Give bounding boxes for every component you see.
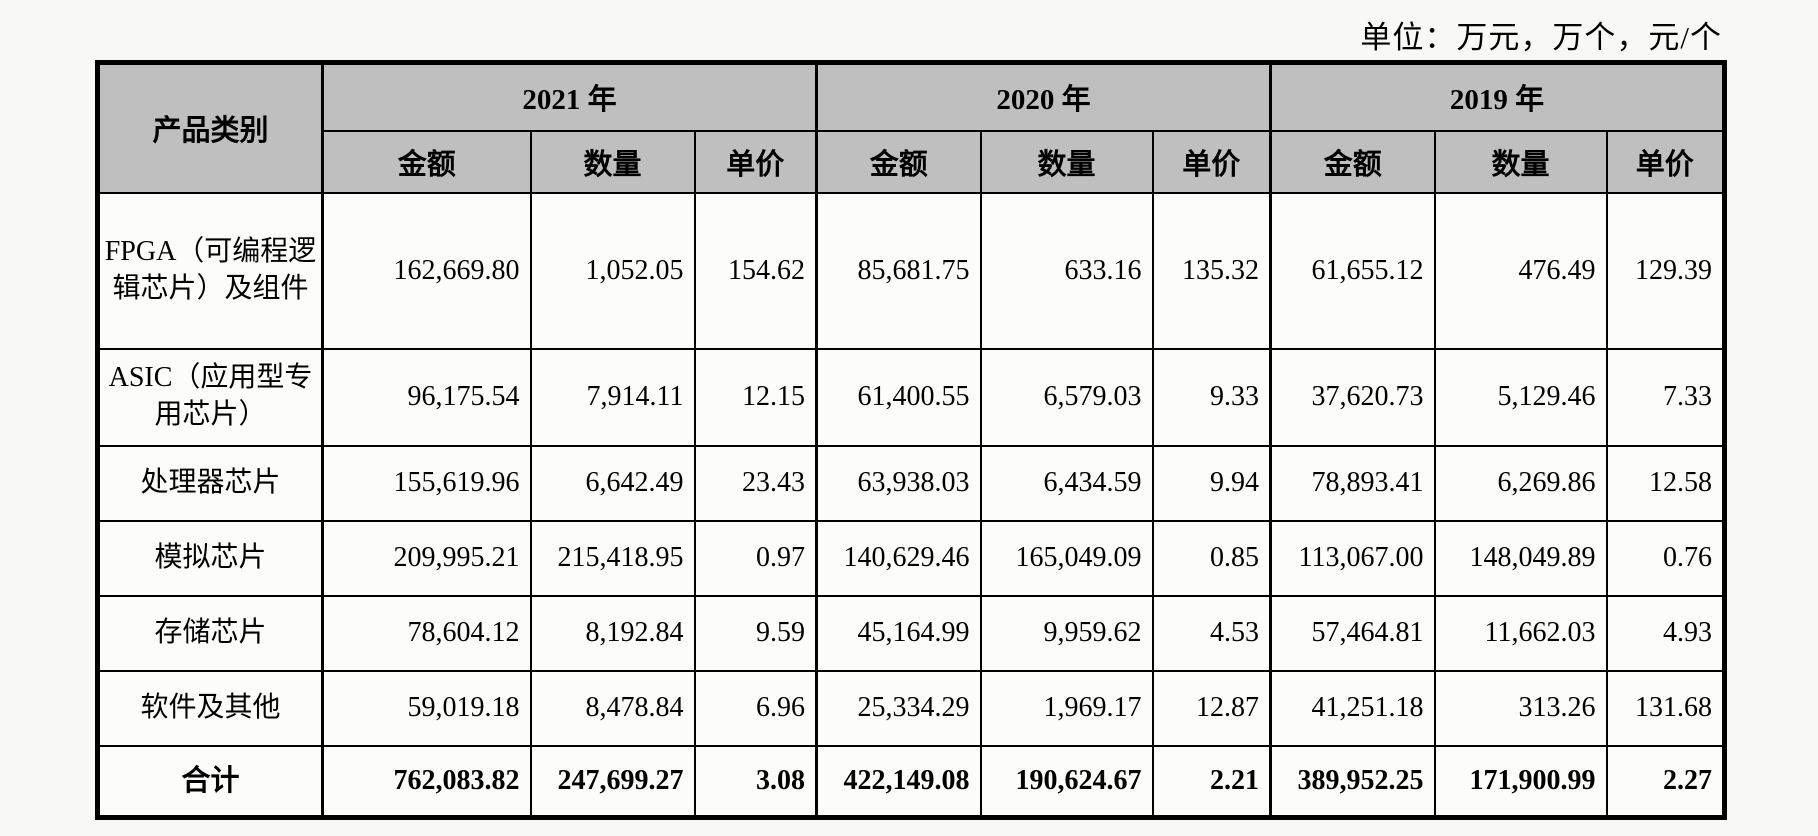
product-sales-table: 产品类别 2021 年 2020 年 2019 年 金额 数量 单价 金额 数量… (95, 60, 1728, 820)
cell-value: 6,642.49 (529, 444, 696, 522)
cell-value: 4.93 (1605, 594, 1726, 672)
cell-value: 57,464.81 (1269, 594, 1436, 672)
cell-value: 12.15 (693, 347, 818, 447)
header-row-years: 产品类别 2021 年 2020 年 2019 年 (96, 61, 1726, 194)
row-category: 处理器芯片 (96, 444, 324, 522)
cell-value: 422,149.08 (815, 744, 982, 819)
header-2020-unit-price: 单价 (1151, 129, 1272, 194)
cell-value: 209,995.21 (321, 519, 532, 597)
cell-value: 633.16 (979, 191, 1154, 350)
cell-value: 7,914.11 (529, 347, 696, 447)
cell-value: 762,083.82 (321, 744, 532, 819)
cell-value: 4.53 (1151, 594, 1272, 672)
cell-value: 8,192.84 (529, 594, 696, 672)
row-category: 软件及其他 (96, 669, 324, 747)
header-year-2020: 2020 年 (815, 61, 1272, 132)
header-year-2021: 2021 年 (321, 61, 818, 132)
cell-value: 78,604.12 (321, 594, 532, 672)
cell-value: 9.59 (693, 594, 818, 672)
cell-value: 154.62 (693, 191, 818, 350)
cell-value: 6,579.03 (979, 347, 1154, 447)
header-2019-unit-price: 单价 (1605, 129, 1726, 194)
cell-value: 41,251.18 (1269, 669, 1436, 747)
cell-value: 148,049.89 (1433, 519, 1608, 597)
table-row-memory-chips: 存储芯片 78,604.12 8,192.84 9.59 45,164.99 9… (96, 594, 1726, 672)
cell-value: 11,662.03 (1433, 594, 1608, 672)
cell-value: 45,164.99 (815, 594, 982, 672)
cell-value: 190,624.67 (979, 744, 1154, 819)
cell-value: 5,129.46 (1433, 347, 1608, 447)
cell-value: 96,175.54 (321, 347, 532, 447)
cell-value: 78,893.41 (1269, 444, 1436, 522)
cell-value: 61,400.55 (815, 347, 982, 447)
cell-value: 8,478.84 (529, 669, 696, 747)
cell-value: 61,655.12 (1269, 191, 1436, 350)
header-2021-unit-price: 单价 (693, 129, 818, 194)
cell-value: 1,969.17 (979, 669, 1154, 747)
header-2020-quantity: 数量 (979, 129, 1154, 194)
cell-value: 2.21 (1151, 744, 1272, 819)
cell-value: 7.33 (1605, 347, 1726, 447)
header-2020-amount: 金额 (815, 129, 982, 194)
cell-value: 0.76 (1605, 519, 1726, 597)
cell-value: 12.58 (1605, 444, 1726, 522)
cell-value: 9,959.62 (979, 594, 1154, 672)
cell-value: 155,619.96 (321, 444, 532, 522)
unit-note: 单位：万元，万个，元/个 (1360, 20, 1722, 55)
row-category: FPGA（可编程逻辑芯片）及组件 (96, 191, 324, 350)
cell-value: 162,669.80 (321, 191, 532, 350)
header-2021-quantity: 数量 (529, 129, 696, 194)
header-2019-quantity: 数量 (1433, 129, 1608, 194)
cell-value: 247,699.27 (529, 744, 696, 819)
header-product-category: 产品类别 (96, 61, 324, 194)
cell-value: 0.97 (693, 519, 818, 597)
cell-value: 135.32 (1151, 191, 1272, 350)
cell-value: 131.68 (1605, 669, 1726, 747)
table-row-asic: ASIC（应用型专用芯片） 96,175.54 7,914.11 12.15 6… (96, 347, 1726, 447)
cell-value: 59,019.18 (321, 669, 532, 747)
cell-value: 0.85 (1151, 519, 1272, 597)
cell-value: 37,620.73 (1269, 347, 1436, 447)
cell-value: 129.39 (1605, 191, 1726, 350)
cell-value: 9.33 (1151, 347, 1272, 447)
cell-value: 313.26 (1433, 669, 1608, 747)
cell-value: 6,269.86 (1433, 444, 1608, 522)
table-row-software-other: 软件及其他 59,019.18 8,478.84 6.96 25,334.29 … (96, 669, 1726, 747)
header-year-2019: 2019 年 (1268, 61, 1726, 132)
header-2019-amount: 金额 (1269, 129, 1436, 194)
cell-value: 6,434.59 (979, 444, 1154, 522)
cell-value: 12.87 (1151, 669, 1272, 747)
cell-value: 6.96 (693, 669, 818, 747)
cell-value: 165,049.09 (979, 519, 1154, 597)
row-category: 模拟芯片 (96, 519, 324, 597)
cell-value: 476.49 (1433, 191, 1608, 350)
cell-value: 25,334.29 (815, 669, 982, 747)
row-category: 合计 (96, 744, 324, 819)
cell-value: 215,418.95 (529, 519, 696, 597)
table-row-fpga: FPGA（可编程逻辑芯片）及组件 162,669.80 1,052.05 154… (96, 191, 1726, 350)
cell-value: 3.08 (693, 744, 818, 819)
row-category: 存储芯片 (96, 594, 324, 672)
header-row-subcolumns: 金额 数量 单价 金额 数量 单价 金额 数量 单价 (98, 129, 1726, 194)
header-2021-amount: 金额 (321, 129, 532, 194)
cell-value: 171,900.99 (1433, 744, 1608, 819)
cell-value: 140,629.46 (815, 519, 982, 597)
cell-value: 9.94 (1151, 444, 1272, 522)
table-row-total: 合计 762,083.82 247,699.27 3.08 422,149.08… (96, 744, 1726, 819)
cell-value: 63,938.03 (815, 444, 982, 522)
table-row-analog-chips: 模拟芯片 209,995.21 215,418.95 0.97 140,629.… (96, 519, 1726, 597)
row-category: ASIC（应用型专用芯片） (96, 347, 324, 447)
cell-value: 1,052.05 (529, 191, 696, 350)
cell-value: 2.27 (1605, 744, 1726, 819)
cell-value: 113,067.00 (1269, 519, 1436, 597)
cell-value: 23.43 (693, 444, 818, 522)
cell-value: 389,952.25 (1269, 744, 1436, 819)
table-row-processor-chips: 处理器芯片 155,619.96 6,642.49 23.43 63,938.0… (96, 444, 1726, 522)
cell-value: 85,681.75 (815, 191, 982, 350)
